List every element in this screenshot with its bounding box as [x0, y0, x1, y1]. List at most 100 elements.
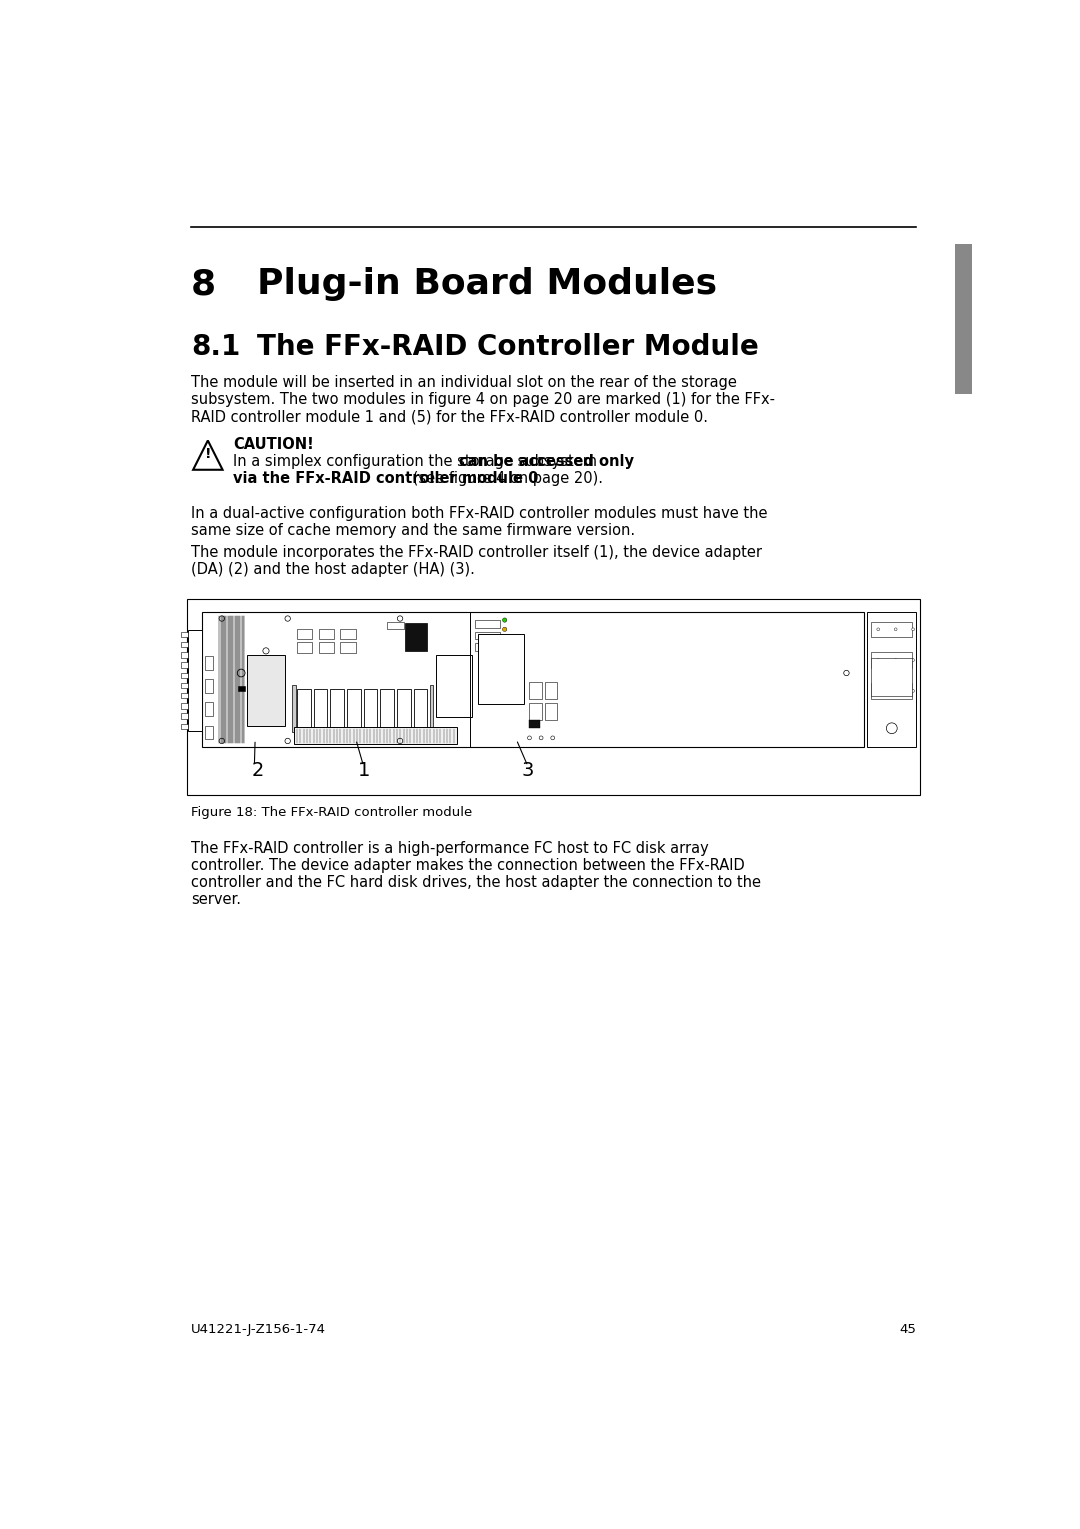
Bar — [180, 723, 189, 729]
Bar — [297, 690, 311, 728]
FancyBboxPatch shape — [293, 685, 296, 732]
Bar — [529, 682, 542, 699]
Bar — [180, 642, 189, 647]
Circle shape — [285, 616, 291, 621]
Bar — [340, 628, 356, 639]
Circle shape — [912, 690, 915, 693]
Bar — [387, 622, 404, 630]
Bar — [180, 703, 189, 708]
Bar — [872, 653, 913, 668]
Bar — [297, 642, 312, 653]
Bar — [294, 728, 457, 745]
Text: Figure 18: The FFx-RAID controller module: Figure 18: The FFx-RAID controller modul… — [191, 806, 472, 820]
Circle shape — [843, 670, 849, 676]
Circle shape — [262, 648, 269, 654]
Bar — [347, 690, 361, 728]
Bar — [205, 726, 213, 740]
Bar — [205, 656, 213, 670]
Bar — [529, 703, 542, 720]
Circle shape — [502, 618, 507, 622]
Text: CAUTION!: CAUTION! — [233, 437, 314, 451]
Circle shape — [877, 659, 879, 662]
Text: 45: 45 — [900, 1323, 916, 1336]
Bar — [319, 642, 334, 653]
Circle shape — [219, 739, 225, 743]
Circle shape — [912, 628, 915, 630]
Bar — [872, 657, 913, 696]
Text: The FFx-RAID controller is a high-performance FC host to FC disk array: The FFx-RAID controller is a high-perfor… — [191, 841, 708, 856]
Bar — [180, 683, 189, 688]
Circle shape — [887, 723, 897, 734]
Circle shape — [527, 735, 531, 740]
Bar — [405, 624, 428, 651]
Bar — [364, 690, 377, 728]
Bar — [545, 682, 557, 699]
Bar — [180, 673, 189, 677]
Bar — [545, 703, 557, 720]
Text: 3: 3 — [522, 761, 535, 780]
Text: RAID controller module 1 and (5) for the FFx-RAID controller module 0.: RAID controller module 1 and (5) for the… — [191, 410, 707, 424]
Bar — [436, 656, 472, 717]
Circle shape — [397, 616, 403, 621]
Bar — [180, 662, 189, 668]
Bar — [238, 687, 245, 691]
Bar — [297, 628, 312, 639]
Circle shape — [894, 690, 897, 693]
Circle shape — [894, 659, 897, 662]
Text: The module incorporates the FFx-RAID controller itself (1), the device adapter: The module incorporates the FFx-RAID con… — [191, 544, 761, 560]
Ellipse shape — [238, 670, 245, 677]
Text: !: ! — [204, 446, 211, 460]
Bar — [872, 622, 913, 638]
Text: controller. The device adapter makes the connection between the FFx-RAID: controller. The device adapter makes the… — [191, 858, 744, 873]
Text: (see figure 4 on page 20).: (see figure 4 on page 20). — [408, 471, 603, 486]
Text: 1: 1 — [357, 761, 369, 780]
Circle shape — [877, 690, 879, 693]
Text: In a dual-active configuration both FFx-RAID controller modules must have the: In a dual-active configuration both FFx-… — [191, 506, 767, 521]
Text: 2: 2 — [252, 761, 265, 780]
Bar — [340, 642, 356, 653]
Text: 8: 8 — [191, 268, 216, 301]
Text: via the FFx-RAID controller module 0: via the FFx-RAID controller module 0 — [233, 471, 539, 486]
Bar — [180, 714, 189, 719]
Bar — [475, 631, 500, 639]
Bar — [529, 720, 540, 728]
Circle shape — [912, 659, 915, 662]
Bar — [187, 598, 920, 795]
Text: controller and the FC hard disk drives, the host adapter the connection to the: controller and the FC hard disk drives, … — [191, 875, 760, 890]
Text: The FFx-RAID Controller Module: The FFx-RAID Controller Module — [257, 333, 758, 361]
Circle shape — [502, 627, 507, 631]
Text: In a simplex configuration the storage subsystem: In a simplex configuration the storage s… — [233, 454, 602, 469]
Bar — [477, 635, 524, 703]
Text: can be accessed only: can be accessed only — [459, 454, 634, 469]
Text: Plug-in Board Modules: Plug-in Board Modules — [257, 268, 717, 301]
Circle shape — [877, 628, 879, 630]
Circle shape — [397, 739, 403, 743]
Bar — [414, 690, 428, 728]
Text: U41221-J-Z156-1-74: U41221-J-Z156-1-74 — [191, 1323, 326, 1336]
FancyBboxPatch shape — [430, 685, 433, 732]
Text: 8.1: 8.1 — [191, 333, 240, 361]
Bar — [319, 628, 334, 639]
Bar — [867, 613, 916, 748]
Text: subsystem. The two modules in figure 4 on page 20 are marked (1) for the FFx-: subsystem. The two modules in figure 4 o… — [191, 391, 774, 407]
Bar — [247, 656, 284, 726]
Circle shape — [539, 735, 543, 740]
Bar — [313, 690, 327, 728]
Bar — [330, 690, 343, 728]
Circle shape — [285, 739, 291, 743]
Bar — [180, 693, 189, 699]
Bar — [955, 245, 972, 394]
Bar — [202, 613, 864, 748]
Bar — [205, 702, 213, 716]
Circle shape — [219, 616, 225, 621]
Text: The module will be inserted in an individual slot on the rear of the storage: The module will be inserted in an indivi… — [191, 375, 737, 390]
Bar — [180, 653, 189, 657]
Text: server.: server. — [191, 891, 241, 907]
Bar — [397, 690, 410, 728]
Bar — [205, 679, 213, 693]
Circle shape — [551, 735, 555, 740]
Bar — [872, 683, 913, 699]
Bar — [475, 621, 500, 628]
Text: (DA) (2) and the host adapter (HA) (3).: (DA) (2) and the host adapter (HA) (3). — [191, 561, 475, 576]
Bar — [380, 690, 394, 728]
